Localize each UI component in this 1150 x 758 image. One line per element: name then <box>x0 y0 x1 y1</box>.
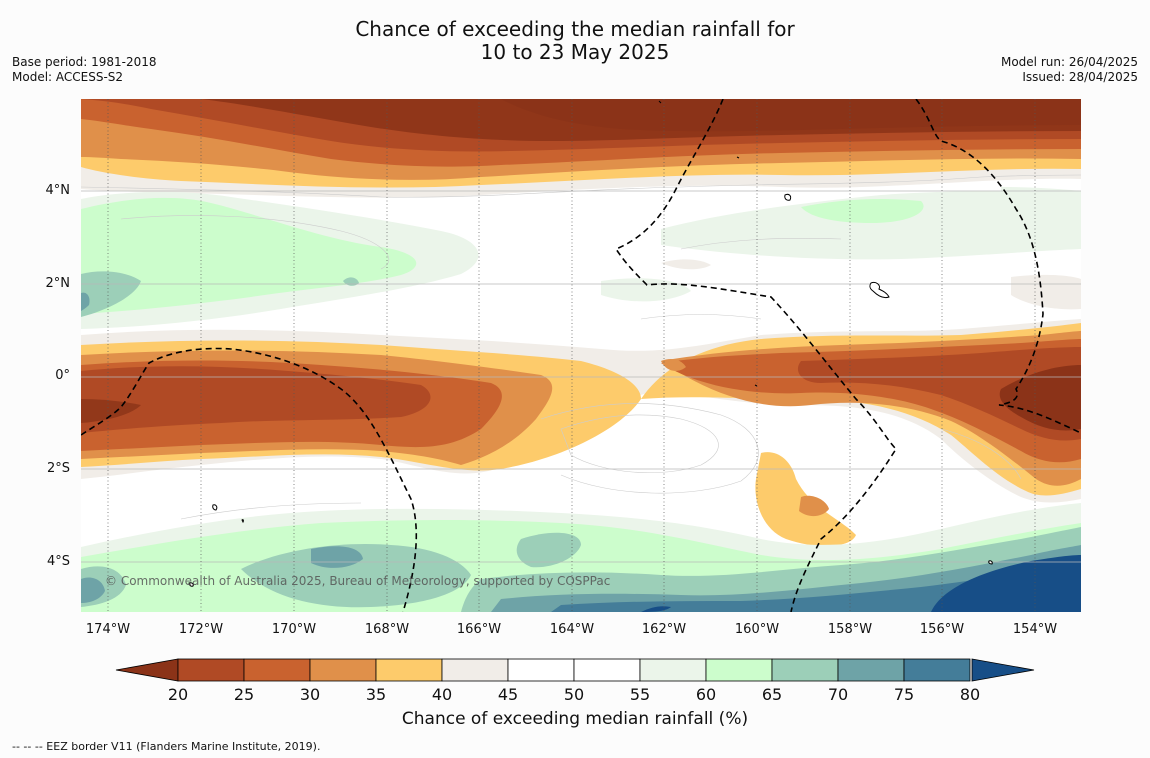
lon-label-164w: 164°W <box>549 622 595 637</box>
equatorial-dry-band <box>81 319 1081 547</box>
meta-right: Model run: 26/04/2025 Issued: 28/04/2025 <box>1001 55 1138 85</box>
copyright-text: © Commonwealth of Australia 2025, Bureau… <box>105 574 611 588</box>
lon-label-154w: 154°W <box>1012 622 1058 637</box>
lon-label-168w: 168°W <box>364 622 410 637</box>
issued-date: Issued: 28/04/2025 <box>1022 70 1138 84</box>
title-line-2: 10 to 23 May 2025 <box>480 40 670 64</box>
colorbar-cell <box>177 658 245 682</box>
colorbar-tick: 80 <box>959 685 981 704</box>
colorbar-cell <box>441 658 509 682</box>
colorbar-cell <box>837 658 905 682</box>
colorbar-cell <box>243 658 311 682</box>
colorbar-tick: 55 <box>629 685 651 704</box>
lat-label-4n: 4°N <box>45 183 71 198</box>
colorbar-tick: 75 <box>893 685 915 704</box>
colorbar-tick: 35 <box>365 685 387 704</box>
south-wet-region <box>81 503 1081 612</box>
base-period: Base period: 1981-2018 <box>12 55 157 69</box>
lat-label-2s: 2°S <box>46 461 70 476</box>
north-dry-band <box>81 99 1081 198</box>
colorbar-over-arrow <box>971 658 1035 682</box>
lat-label-0: 0° <box>55 368 70 383</box>
lat-label-4s: 4°S <box>46 554 70 569</box>
colorbar-tick: 25 <box>233 685 255 704</box>
lon-label-174w: 174°W <box>85 622 131 637</box>
islands <box>188 100 993 587</box>
map-canvas <box>81 99 1081 612</box>
map-title: Chance of exceeding the median rainfall … <box>0 18 1150 64</box>
colorbar-cell <box>771 658 839 682</box>
colorbar-tick: 70 <box>827 685 849 704</box>
rainfall-map: © Commonwealth of Australia 2025, Bureau… <box>81 99 1081 612</box>
colorbar-cell <box>573 658 641 682</box>
colorbar-tick: 65 <box>761 685 783 704</box>
colorbar-cell <box>309 658 377 682</box>
lon-label-166w: 166°W <box>456 622 502 637</box>
lon-label-162w: 162°W <box>641 622 687 637</box>
model-run: Model run: 26/04/2025 <box>1000 55 1138 69</box>
lon-label-160w: 160°W <box>734 622 780 637</box>
colorbar-tick: 20 <box>167 685 189 704</box>
colorbar <box>115 658 1035 682</box>
lat-label-2n: 2°N <box>45 276 71 291</box>
colorbar-tick: 40 <box>431 685 453 704</box>
colorbar-cells <box>177 658 971 682</box>
title-line-1: Chance of exceeding the median rainfall … <box>355 17 795 41</box>
lon-label-172w: 172°W <box>178 622 224 637</box>
colorbar-cell <box>375 658 443 682</box>
contour-lines <box>81 174 1081 520</box>
eez-footnote: -- -- -- EEZ border V11 (Flanders Marine… <box>12 740 321 753</box>
colorbar-cell <box>639 658 707 682</box>
lon-label-156w: 156°W <box>919 622 965 637</box>
colorbar-tick: 30 <box>299 685 321 704</box>
colorbar-tick: 45 <box>497 685 519 704</box>
meta-left: Base period: 1981-2018 Model: ACCESS-S2 <box>12 55 157 85</box>
colorbar-tick: 50 <box>563 685 585 704</box>
colorbar-cell <box>705 658 773 682</box>
lon-label-170w: 170°W <box>271 622 317 637</box>
model-name: Model: ACCESS-S2 <box>12 70 124 84</box>
colorbar-under-arrow <box>115 658 179 682</box>
eez-border-lines <box>81 99 1081 612</box>
lon-label-158w: 158°W <box>827 622 873 637</box>
north-wet-patches <box>81 187 1081 329</box>
colorbar-cell <box>507 658 575 682</box>
colorbar-tick: 60 <box>695 685 717 704</box>
colorbar-label: Chance of exceeding median rainfall (%) <box>401 709 749 729</box>
grid-lines <box>81 99 1081 612</box>
colorbar-cell <box>903 658 971 682</box>
